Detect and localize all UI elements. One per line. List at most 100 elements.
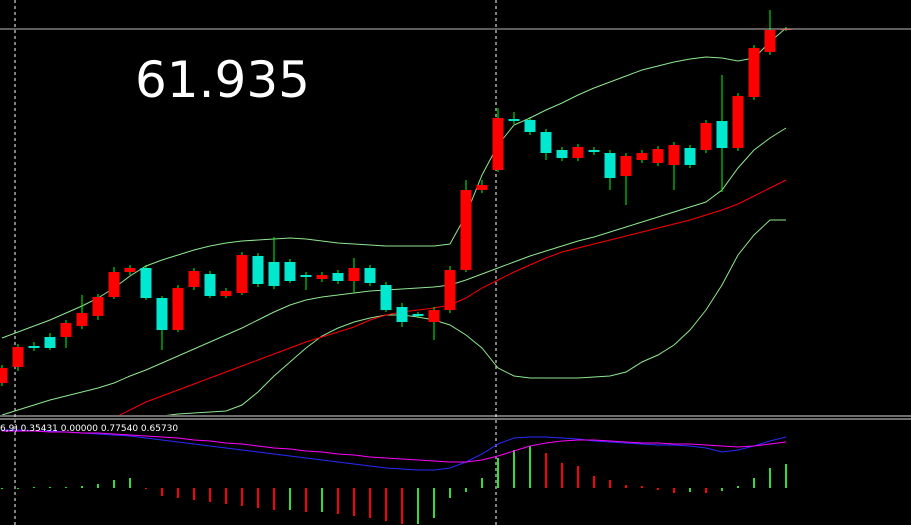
- candle-body: [684, 148, 696, 165]
- candle-body: [412, 314, 424, 316]
- candle-body: [124, 268, 136, 272]
- candle-body: [108, 272, 120, 297]
- histogram-bar: [433, 488, 435, 518]
- histogram-bar: [609, 480, 611, 488]
- candle-body: [428, 310, 440, 322]
- indicator-panel: [1, 429, 787, 524]
- candle-body: [764, 30, 776, 52]
- candle-body: [396, 307, 408, 322]
- histogram-bar: [737, 486, 739, 488]
- histogram-bar: [161, 488, 163, 496]
- histogram-bar: [129, 478, 131, 488]
- price-label: 61.935: [135, 51, 310, 109]
- histogram-bar: [209, 488, 211, 502]
- line: [2, 429, 787, 471]
- candle-body: [588, 150, 600, 152]
- histogram-bar: [593, 476, 595, 488]
- histogram-bar: [273, 488, 275, 510]
- histogram-bar: [465, 488, 467, 492]
- histogram-bar: [401, 488, 403, 524]
- histogram-bar: [417, 488, 419, 524]
- histogram-bar: [385, 488, 387, 521]
- candle-body: [540, 132, 552, 153]
- candle-body: [556, 150, 568, 158]
- candle-body: [524, 120, 536, 132]
- histogram-bar: [689, 488, 691, 492]
- candle-body: [60, 323, 72, 337]
- histogram-bar: [529, 446, 531, 488]
- candle-body: [732, 96, 744, 148]
- histogram-bar: [449, 488, 451, 498]
- candle-body: [604, 153, 616, 178]
- line: [2, 430, 787, 463]
- indicator-label: 6,9) 0.35431 0.00000 0.77540 0.65730: [0, 424, 178, 434]
- histogram-bar: [193, 488, 195, 500]
- candle-body: [492, 118, 504, 170]
- histogram-bar: [705, 488, 707, 493]
- histogram-bar: [721, 488, 723, 491]
- histogram-bar: [641, 486, 643, 488]
- histogram-bar: [353, 488, 355, 516]
- candle-body: [748, 48, 760, 97]
- candle-body: [268, 262, 280, 286]
- candle-body: [652, 149, 664, 163]
- histogram-bar: [49, 487, 51, 488]
- histogram-bar: [289, 488, 291, 510]
- candle-body: [316, 275, 328, 279]
- candle-body: [508, 119, 520, 121]
- candle-body: [380, 285, 392, 310]
- histogram-bar: [225, 488, 227, 504]
- candle-body: [140, 268, 152, 298]
- candle-body: [28, 346, 40, 348]
- candle-body: [188, 271, 200, 287]
- histogram-bar: [577, 466, 579, 488]
- candle-body: [332, 273, 344, 281]
- candle-body: [12, 347, 24, 367]
- candle-body: [44, 337, 56, 348]
- candle-body: [156, 298, 168, 330]
- candle-body: [284, 262, 296, 281]
- candle-body: [0, 368, 8, 383]
- candle-body: [636, 153, 648, 160]
- candle-body: [460, 190, 472, 270]
- candle-body: [700, 123, 712, 150]
- line: [118, 179, 787, 415]
- histogram-bar: [657, 488, 659, 490]
- candle-body: [92, 297, 104, 316]
- candle-body: [716, 121, 728, 148]
- histogram-bar: [33, 487, 35, 488]
- histogram-bar: [145, 488, 147, 489]
- histogram-bar: [81, 486, 83, 488]
- candle-body: [300, 275, 312, 277]
- candle-body: [476, 185, 488, 190]
- candle-body: [668, 145, 680, 165]
- histogram-bar: [257, 488, 259, 508]
- candle-body: [444, 270, 456, 310]
- candle-body: [204, 274, 216, 296]
- candle-body: [220, 291, 232, 296]
- line: [1, 27, 787, 339]
- histogram-bar: [241, 488, 243, 506]
- histogram-bar: [65, 487, 67, 488]
- histogram-bar: [177, 488, 179, 498]
- candle-body: [572, 147, 584, 158]
- histogram-bar: [625, 485, 627, 488]
- line: [1, 127, 787, 415]
- histogram-bar: [321, 488, 323, 512]
- histogram-bar: [1, 488, 3, 489]
- histogram-bar: [113, 480, 115, 488]
- candle-body: [364, 268, 376, 283]
- candle-body: [172, 288, 184, 330]
- histogram-bar: [753, 478, 755, 488]
- histogram-bar: [769, 468, 771, 488]
- price-panel: [0, 10, 792, 415]
- histogram-bar: [337, 488, 339, 514]
- candle-body: [620, 156, 632, 176]
- histogram-bar: [513, 450, 515, 488]
- line: [165, 219, 786, 415]
- histogram-bar: [545, 453, 547, 488]
- histogram-bar: [97, 484, 99, 488]
- candle-body: [236, 255, 248, 293]
- candle-body: [76, 313, 88, 326]
